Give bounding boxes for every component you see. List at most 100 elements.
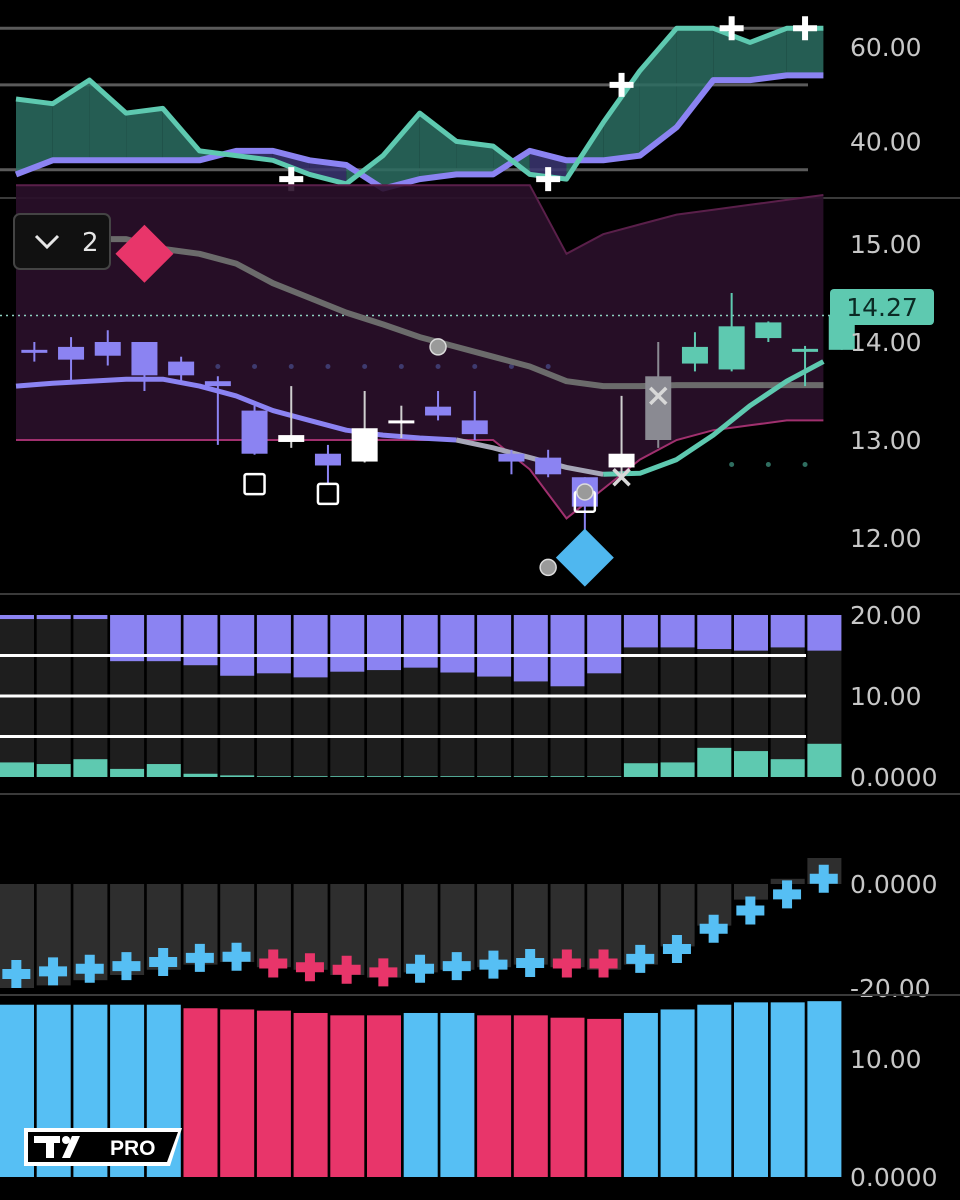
- price-panel[interactable]: 15.00 14.00 13.00 12.00: [0, 184, 922, 587]
- candle-body[interactable]: [351, 428, 378, 462]
- candle-body[interactable]: [645, 376, 672, 440]
- momentum-cross: [295, 953, 324, 982]
- candle-body[interactable]: [204, 381, 231, 387]
- strength-bar: [367, 1015, 401, 1177]
- volume-bar-bottom: [550, 776, 585, 777]
- momentum-cross: [552, 949, 581, 978]
- cross-marker: [719, 16, 744, 41]
- momentum-cross: [332, 955, 361, 984]
- volume-bar-top: [256, 615, 291, 674]
- candle-body[interactable]: [388, 420, 415, 424]
- y-axis-tick-label: 40.00: [850, 127, 922, 156]
- momentum-cross: [185, 943, 214, 972]
- signal-dot: [288, 364, 294, 369]
- volume-bar-bottom: [330, 776, 365, 777]
- candle-body[interactable]: [58, 346, 85, 360]
- volume-bar-bottom: [697, 747, 732, 777]
- candle-body[interactable]: [278, 435, 305, 442]
- candle-body[interactable]: [131, 342, 158, 376]
- volume-bar-top: [807, 615, 842, 651]
- strength-bar: [660, 1009, 695, 1177]
- signal-dot: [802, 462, 808, 467]
- momentum-cross: [442, 952, 471, 981]
- volume-bar-bottom: [110, 768, 145, 777]
- volume-bar-bottom: [440, 776, 475, 777]
- candle-body[interactable]: [608, 453, 635, 468]
- y-axis-tick-label: 13.00: [850, 426, 922, 455]
- oscillator-fill: [456, 141, 494, 175]
- volume-bar-top: [403, 615, 438, 668]
- volume-bar-bottom: [73, 759, 108, 777]
- momentum-cross: [479, 950, 508, 979]
- candle-body[interactable]: [755, 322, 782, 339]
- strength-bar: [403, 1012, 438, 1177]
- volume-bar-top: [513, 615, 548, 682]
- candle-body[interactable]: [21, 349, 48, 353]
- y-axis-tick-label: 0.0000: [850, 1163, 937, 1192]
- strength-panel: 10.00 0.0000: [0, 1001, 937, 1192]
- oscillator-fill: [603, 70, 640, 161]
- momentum-cross: [626, 944, 655, 973]
- circle-marker: [429, 338, 447, 356]
- strength-bar: [183, 1008, 218, 1177]
- momentum-cross: [39, 957, 68, 986]
- volume-bar-bottom: [513, 776, 548, 777]
- volume-bar-top: [587, 615, 622, 674]
- x-marker: [612, 468, 631, 487]
- candle-body[interactable]: [498, 453, 525, 462]
- strength-bar: [477, 1015, 512, 1177]
- volume-bar-bottom: [770, 759, 805, 777]
- candle-body[interactable]: [718, 326, 745, 370]
- cross-marker: [609, 72, 634, 97]
- y-axis-tick-label: 0.0000: [850, 870, 937, 899]
- oscillator-fill: [89, 80, 127, 161]
- fast-moving-average: [603, 359, 825, 477]
- volume-bar-bottom: [623, 763, 658, 777]
- x-marker: [649, 386, 668, 406]
- volume-bar-top: [36, 615, 71, 620]
- signal-dot: [508, 364, 514, 369]
- volume-bar-bottom: [0, 762, 34, 777]
- momentum-cross: [369, 958, 398, 987]
- candle-body[interactable]: [94, 342, 121, 356]
- volume-bar-bottom: [146, 764, 181, 777]
- indicator-legend-toggle[interactable]: 2: [13, 213, 111, 270]
- oscillator-panel: 60.00 40.00: [0, 16, 922, 192]
- strength-bar: [293, 1012, 328, 1177]
- strength-bar: [550, 1017, 585, 1177]
- volume-bar-bottom: [293, 776, 328, 777]
- y-axis-tick-label: 15.00: [850, 230, 922, 259]
- signal-dot: [325, 364, 331, 369]
- momentum-cross: [516, 949, 545, 978]
- last-price-badge: 14.27: [830, 289, 934, 325]
- volume-bar-top: [770, 615, 805, 648]
- candle-body[interactable]: [168, 361, 195, 376]
- momentum-cross: [736, 896, 765, 925]
- signal-dot: [215, 364, 221, 369]
- candle-body[interactable]: [681, 346, 708, 364]
- volume-bar-top: [146, 615, 181, 662]
- signal-dot: [362, 364, 368, 369]
- candle-body[interactable]: [461, 420, 488, 435]
- candle-body[interactable]: [535, 457, 562, 475]
- momentum-cross: [2, 959, 31, 988]
- candle-body[interactable]: [792, 348, 819, 352]
- circle-marker: [539, 558, 557, 577]
- y-axis-tick-label: 0.0000: [850, 763, 937, 792]
- oscillator-fill: [383, 113, 420, 189]
- candle-body[interactable]: [425, 406, 452, 416]
- oscillator-main-line: [15, 25, 824, 187]
- candle-body[interactable]: [314, 453, 341, 466]
- momentum-cross: [662, 935, 691, 963]
- strength-bar: [513, 1015, 548, 1177]
- oscillator-fill: [126, 108, 163, 161]
- y-axis-tick-label: 14.00: [850, 328, 922, 357]
- volume-bar-bottom: [734, 751, 768, 777]
- strength-bar: [697, 1004, 732, 1177]
- momentum-cross: [699, 914, 728, 943]
- strength-bar: [623, 1012, 658, 1177]
- fast-moving-average: [455, 437, 604, 477]
- candle-body[interactable]: [241, 410, 268, 454]
- tradingview-logo: PRO: [24, 1128, 182, 1166]
